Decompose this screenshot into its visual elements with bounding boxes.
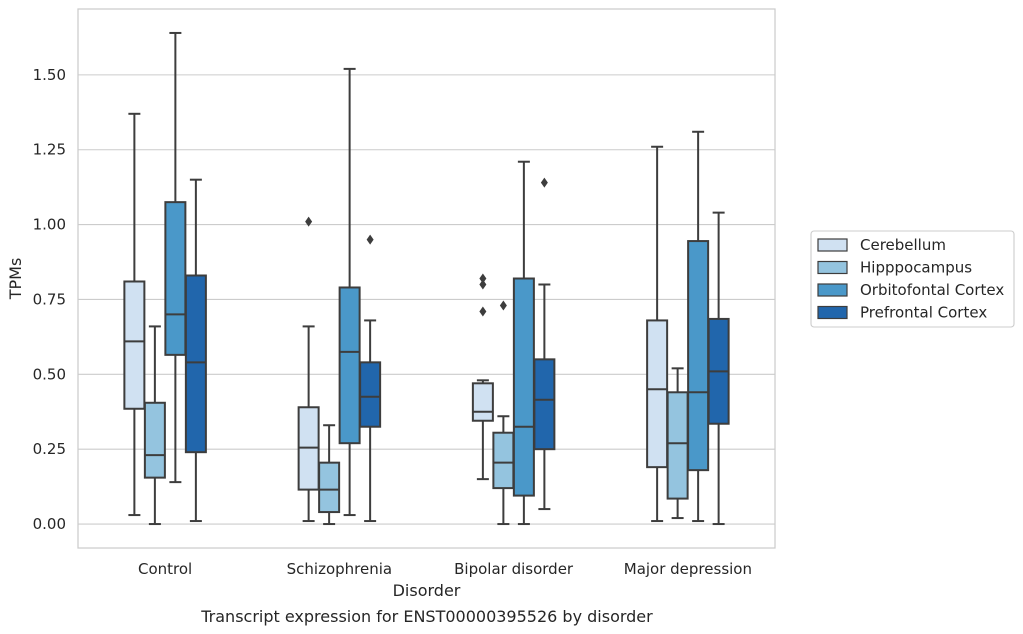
iqr-box	[492, 431, 515, 490]
outlier-point	[479, 279, 487, 290]
outlier-point	[479, 273, 487, 284]
legend-label: Prefrontal Cortex	[860, 304, 987, 322]
iqr-box	[164, 201, 187, 356]
box-0-1	[143, 325, 166, 526]
box-1-1	[318, 424, 341, 526]
x-tick-label: Major depression	[624, 560, 752, 578]
y-axis-label: TPMs	[6, 258, 25, 301]
legend-frame	[810, 230, 1015, 328]
box-3-2	[687, 130, 710, 523]
legend-label: Orbitofontal Cortex	[860, 281, 1004, 299]
iqr-box	[646, 319, 669, 469]
y-tick-label: 0.00	[33, 515, 66, 533]
iqr-box	[184, 274, 207, 454]
legend-swatch	[817, 305, 848, 320]
legend-swatch	[817, 283, 848, 297]
legend-label: Hipppocampus	[860, 259, 972, 277]
y-tick-label: 1.25	[33, 141, 66, 159]
iqr-box	[338, 286, 361, 445]
x-tick-label: Control	[138, 560, 192, 578]
iqr-box	[512, 277, 535, 497]
iqr-box	[533, 358, 556, 451]
y-tick-label: 1.50	[33, 66, 66, 84]
outlier-point	[479, 306, 487, 317]
box-0-2	[164, 31, 187, 484]
outlier-point	[305, 216, 313, 227]
iqr-box	[123, 280, 146, 410]
x-axis-label: Disorder	[393, 581, 461, 600]
outlier-point	[540, 177, 548, 188]
box-2-1	[492, 300, 515, 526]
box-3-3	[707, 211, 730, 526]
iqr-box	[471, 382, 494, 422]
box-1-2	[338, 67, 361, 517]
legend-swatch	[817, 260, 848, 275]
iqr-box	[666, 391, 689, 500]
legend-swatch	[817, 238, 848, 252]
y-tick-label: 0.75	[33, 290, 66, 308]
box-2-2	[512, 160, 535, 526]
iqr-box	[318, 461, 341, 514]
outlier-point	[499, 300, 507, 311]
iqr-box	[687, 240, 710, 472]
box-2-0	[471, 273, 494, 481]
iqr-box	[143, 401, 166, 479]
legend: Cerebellum Hipppocampus Orbitofontal Corte…	[810, 230, 1015, 328]
x-tick-label: Schizophrenia	[287, 560, 392, 578]
axes: 0.00 0.25 0.50 0.75 1.00 1.25 1.50 Control Schiz…	[33, 66, 752, 578]
chart-caption: Transcript expression for ENST0000039552…	[200, 607, 653, 626]
outlier-point	[366, 234, 374, 245]
box-3-0	[646, 145, 669, 523]
plot-frame	[77, 8, 776, 549]
box-3-1	[666, 367, 689, 520]
box-1-3	[359, 234, 382, 523]
y-tick-label: 0.50	[33, 365, 66, 383]
legend-label: Cerebellum	[860, 236, 946, 254]
y-tick-label: 1.00	[33, 216, 66, 234]
box-2-3	[533, 177, 556, 511]
box-0-3	[184, 178, 207, 523]
y-tick-label: 0.25	[33, 440, 66, 458]
box-0-0	[123, 112, 146, 517]
iqr-box	[359, 361, 382, 428]
box-series-layer	[123, 31, 730, 526]
x-tick-label: Bipolar disorder	[454, 560, 574, 578]
box-1-0	[297, 216, 320, 523]
